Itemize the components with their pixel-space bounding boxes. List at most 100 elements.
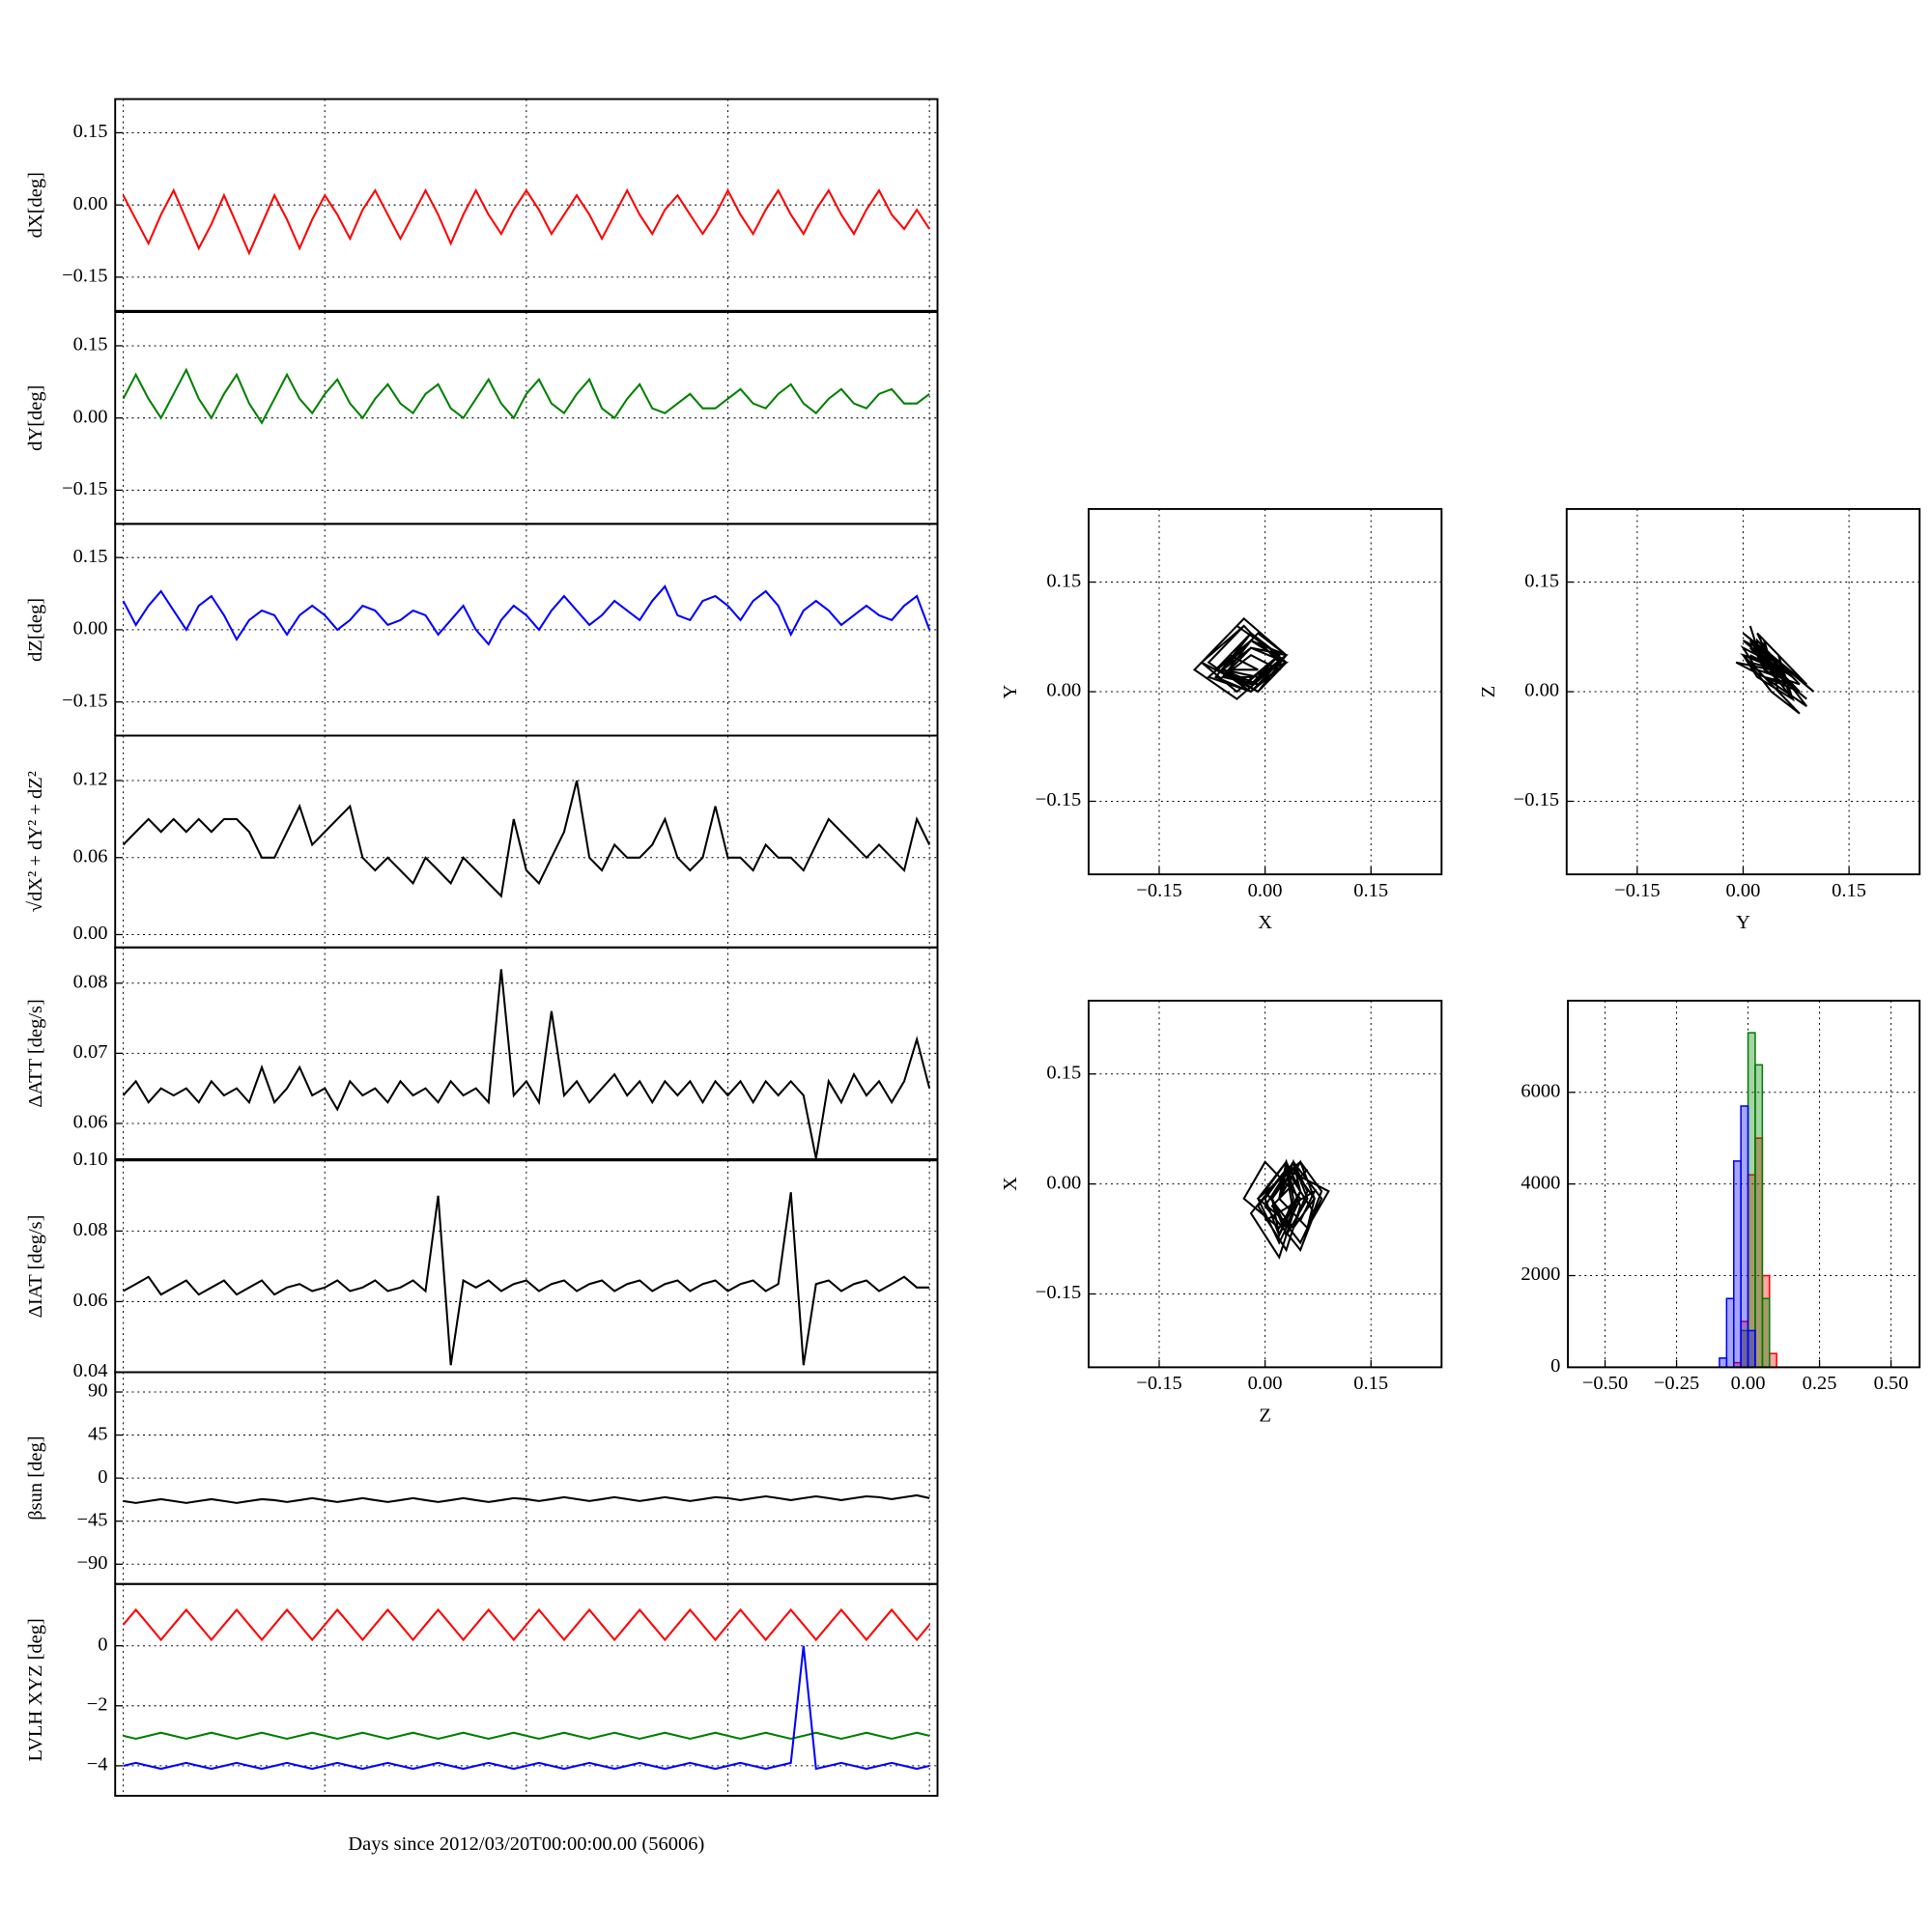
axes-frame [1567,999,1921,1369]
x-tick-label: −0.15 [1614,880,1660,901]
y-axis-label: βsun [deg] [25,1435,46,1520]
y-tick-label: 0.00 [1046,680,1081,701]
axes-frame [1565,507,1921,876]
series-line [122,187,931,256]
y-axis-label: ΔIAT [deg/s] [25,1215,46,1319]
y-axis-label: √dX² + dY² + dZ² [25,771,46,912]
histogram-bar [1761,1297,1771,1369]
series-line [123,1192,930,1366]
y-tick-label: 0.12 [73,769,108,790]
histogram-bar [1725,1297,1735,1369]
x-axis-label: Y [1736,912,1750,933]
x-axis-label: X [1258,912,1272,933]
y-tick-label: 0.15 [1046,570,1081,591]
x-axis-label: Days since 2012/03/20T00:00:00.00 (56006… [348,1833,704,1855]
y-tick-label: 90 [88,1380,107,1402]
series-line [123,1731,930,1741]
x-tick-label: 0.00 [1248,880,1283,901]
y-tick-label: 0.15 [1524,570,1559,591]
series-line [122,1607,930,1642]
y-tick-label: −0.15 [62,690,107,711]
axes-frame [114,1582,939,1797]
histogram-bar [1769,1352,1777,1369]
series-line [122,367,930,425]
x-tick-label: −0.50 [1582,1373,1628,1394]
y-tick-label: 0.15 [73,334,108,355]
y-tick-label: 0 [1550,1355,1560,1377]
y-tick-label: 0.00 [73,406,108,427]
y-tick-label: 0.15 [73,546,108,567]
y-tick-label: 0 [98,1634,107,1655]
y-tick-label: −0.15 [1036,1282,1081,1303]
y-tick-label: 0.04 [73,1360,108,1381]
axes-frame [1087,507,1443,876]
x-tick-label: 0.15 [1832,880,1866,901]
y-tick-label: 0 [98,1466,107,1488]
y-tick-label: 45 [88,1423,107,1444]
y-axis-label: dZ[deg] [25,598,46,662]
y-tick-label: 0.06 [73,1112,108,1133]
y-axis-label: Z [1478,686,1499,698]
y-tick-label: 2000 [1520,1264,1560,1285]
y-axis-label: Y [1000,684,1021,698]
histogram-bar [1740,1105,1749,1369]
axes-frame [1087,999,1443,1369]
histogram-bar [1719,1357,1728,1369]
y-tick-label: −0.15 [62,266,107,287]
series-line [122,780,931,898]
x-tick-label: 0.00 [1248,1373,1283,1394]
y-tick-label: −90 [76,1552,107,1574]
series-line [122,584,931,646]
y-tick-label: 0.15 [1046,1062,1081,1083]
scatter-trace [1192,616,1290,700]
y-axis-label: ΔATT [deg/s] [25,999,46,1107]
x-tick-label: 0.00 [1731,1373,1766,1394]
y-tick-label: 0.00 [73,193,108,214]
x-tick-label: 0.25 [1803,1373,1837,1394]
histogram-bar [1747,1329,1756,1369]
y-axis-label: dY[deg] [25,385,46,451]
y-tick-label: 0.00 [73,923,108,944]
y-tick-label: 6000 [1520,1080,1560,1101]
x-tick-label: −0.15 [1136,880,1181,901]
y-tick-label: 0.07 [73,1041,108,1063]
y-tick-label: 0.08 [73,1219,108,1240]
histogram-bar [1747,1032,1756,1369]
scatter-trace [1242,1158,1330,1260]
series-line [122,969,931,1159]
y-tick-label: 4000 [1520,1172,1560,1193]
histogram-bar [1732,1160,1742,1369]
y-tick-label: 0.00 [73,618,108,639]
y-tick-label: 0.15 [73,121,108,142]
histogram-bar [1754,1064,1764,1369]
series-line [123,1645,930,1771]
y-tick-label: −0.15 [1036,789,1081,810]
y-tick-label: 0.00 [1046,1172,1081,1193]
y-tick-label: 0.10 [73,1149,108,1170]
x-tick-label: 0.15 [1353,1373,1388,1394]
y-tick-label: −0.15 [62,478,107,499]
axes-frame [114,946,939,1160]
scatter-trace [1735,625,1815,715]
y-tick-label: 0.06 [73,1290,108,1311]
y-tick-label: −2 [87,1694,108,1716]
y-tick-label: −45 [76,1509,107,1530]
x-tick-label: −0.15 [1136,1373,1181,1394]
x-axis-label: Z [1259,1405,1271,1426]
x-tick-label: 0.00 [1726,880,1761,901]
series-line [123,1493,930,1504]
x-tick-label: 0.15 [1353,880,1388,901]
axes-frame [114,98,939,312]
y-tick-label: −4 [87,1754,108,1776]
y-axis-label: dX[deg] [25,172,46,238]
y-tick-label: 0.08 [73,971,108,992]
y-tick-label: 0.00 [1524,680,1559,701]
y-axis-label: X [1000,1177,1021,1191]
y-axis-label: LVLH XYZ [deg] [25,1618,46,1761]
x-tick-label: −0.25 [1654,1373,1699,1394]
y-tick-label: 0.06 [73,845,108,867]
y-tick-label: −0.15 [1514,789,1559,810]
x-tick-label: 0.50 [1874,1373,1909,1394]
